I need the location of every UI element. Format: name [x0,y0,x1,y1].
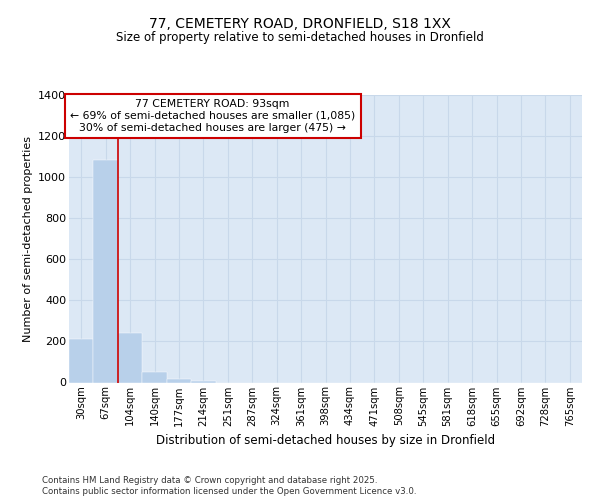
Text: 77, CEMETERY ROAD, DRONFIELD, S18 1XX: 77, CEMETERY ROAD, DRONFIELD, S18 1XX [149,18,451,32]
Bar [118,333,142,382]
X-axis label: Distribution of semi-detached houses by size in Dronfield: Distribution of semi-detached houses by … [156,434,495,447]
Text: Size of property relative to semi-detached houses in Dronfield: Size of property relative to semi-detach… [116,31,484,44]
Y-axis label: Number of semi-detached properties: Number of semi-detached properties [23,136,32,342]
Bar [69,340,94,382]
Bar [94,160,118,382]
Text: Contains HM Land Registry data © Crown copyright and database right 2025.: Contains HM Land Registry data © Crown c… [42,476,377,485]
Bar [142,372,167,382]
Text: 77 CEMETERY ROAD: 93sqm
← 69% of semi-detached houses are smaller (1,085)
30% of: 77 CEMETERY ROAD: 93sqm ← 69% of semi-de… [70,100,355,132]
Text: Contains public sector information licensed under the Open Government Licence v3: Contains public sector information licen… [42,488,416,496]
Bar [167,380,191,382]
